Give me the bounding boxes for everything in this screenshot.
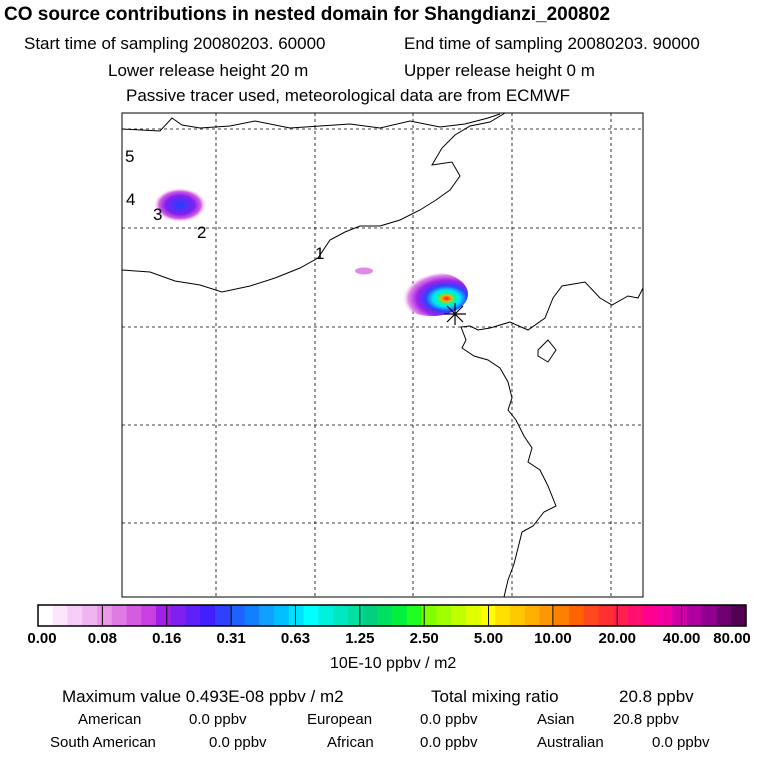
region-asian-value: 20.8 ppbv bbox=[613, 711, 679, 728]
colorbar-cell bbox=[716, 605, 732, 626]
colorbar-tick-label: 40.00 bbox=[662, 630, 701, 647]
colorbar-cell bbox=[569, 605, 585, 626]
colorbar-cell bbox=[539, 605, 555, 626]
colorbar-cell bbox=[465, 605, 481, 626]
colorbar-tick-label: 80.00 bbox=[713, 630, 751, 647]
region-american-value: 0.0 ppbv bbox=[189, 711, 247, 728]
map-frame bbox=[121, 112, 644, 598]
colorbar-frame bbox=[37, 604, 747, 627]
colorbar-tick-label: 0.16 bbox=[152, 630, 182, 647]
colorbar-cell bbox=[451, 605, 467, 626]
chart-title: CO source contributions in nested domain… bbox=[4, 4, 611, 25]
colorbar-cell bbox=[229, 605, 245, 626]
colorbar-tick-label: 5.00 bbox=[473, 630, 504, 647]
map-label-3: 3 bbox=[153, 205, 163, 224]
colorbar-cell bbox=[141, 605, 157, 626]
colorbar-tick-label: 0.00 bbox=[27, 630, 57, 647]
total-mixing-ratio-value: 20.8 ppbv bbox=[619, 687, 694, 706]
colorbar-cell bbox=[731, 605, 747, 626]
region-african-value: 0.0 ppbv bbox=[420, 734, 478, 751]
region-asian-label: Asian bbox=[537, 711, 575, 728]
colorbar-cell bbox=[303, 605, 319, 626]
lower-release-height: Lower release height 20 m bbox=[108, 61, 309, 80]
colorbar-cell bbox=[67, 605, 83, 626]
end-time: End time of sampling 20080203. 90000 bbox=[404, 34, 700, 53]
map-label-1: 1 bbox=[315, 244, 325, 263]
region-european-value: 0.0 ppbv bbox=[420, 711, 478, 728]
map-label-4: 4 bbox=[126, 190, 136, 209]
colorbar-tick-label: 2.50 bbox=[409, 630, 439, 647]
colorbar-cell bbox=[495, 605, 511, 626]
colorbar-cell bbox=[421, 605, 437, 626]
colorbar-tick-label: 0.31 bbox=[216, 630, 246, 647]
colorbar-cell bbox=[111, 605, 127, 626]
grid-lines bbox=[122, 113, 643, 597]
region-african-label: African bbox=[327, 734, 374, 751]
maximum-value: Maximum value 0.493E-08 ppbv / m2 bbox=[62, 687, 344, 706]
colorbar-cell bbox=[642, 605, 658, 626]
total-mixing-ratio-label: Total mixing ratio bbox=[431, 687, 559, 706]
colorbar-tick-label: 10.00 bbox=[534, 630, 572, 647]
region-australian-label: Australian bbox=[537, 734, 604, 751]
colorbar-cell bbox=[613, 605, 629, 626]
colorbar-cell bbox=[97, 605, 113, 626]
colorbar-cell bbox=[347, 605, 363, 626]
colorbar-cell bbox=[392, 605, 408, 626]
colorbar-cell bbox=[583, 605, 599, 626]
colorbar-cell bbox=[318, 605, 334, 626]
colorbar-cell bbox=[185, 605, 201, 626]
colorbar-tick-label: 20.00 bbox=[598, 630, 637, 647]
colorbar-cell bbox=[333, 605, 349, 626]
region-south-american-label: South American bbox=[50, 734, 156, 751]
region-south-american-value: 0.0 ppbv bbox=[209, 734, 267, 751]
colorbar-cell bbox=[259, 605, 275, 626]
colorbar-cell bbox=[510, 605, 526, 626]
colorbar-cell bbox=[126, 605, 142, 626]
colorbar-cell bbox=[215, 605, 231, 626]
map-label-2: 2 bbox=[197, 223, 207, 242]
colorbar-cell bbox=[701, 605, 717, 626]
colorbar-cell bbox=[156, 605, 172, 626]
colorbar-cell bbox=[244, 605, 260, 626]
colorbar-units: 10E-10 ppbv / m2 bbox=[330, 655, 457, 672]
colorbar-cell bbox=[274, 605, 290, 626]
region-australian-value: 0.0 ppbv bbox=[652, 734, 710, 751]
colorbar-cell bbox=[436, 605, 452, 626]
colorbar-cell bbox=[687, 605, 703, 626]
colorbar-cell bbox=[628, 605, 644, 626]
colorbar-cell bbox=[554, 605, 570, 626]
receptor-star-icon bbox=[444, 303, 466, 325]
colorbar-cell bbox=[362, 605, 378, 626]
colorbar-cell bbox=[170, 605, 186, 626]
region-american-label: American bbox=[78, 711, 142, 728]
region-european-label: European bbox=[307, 711, 373, 728]
colorbar-tick-label: 0.63 bbox=[280, 630, 311, 647]
colorbar-cell bbox=[200, 605, 216, 626]
start-time: Start time of sampling 20080203. 60000 bbox=[24, 34, 326, 53]
colorbar-cell bbox=[82, 605, 98, 626]
tracer-note: Passive tracer used, meteorological data… bbox=[126, 86, 571, 105]
colorbar-cell bbox=[672, 605, 688, 626]
colorbar-cell bbox=[38, 605, 54, 626]
colorbar-cell bbox=[52, 605, 68, 626]
upper-release-height: Upper release height 0 m bbox=[404, 61, 595, 80]
colorbar-cell bbox=[598, 605, 614, 626]
colorbar-cell bbox=[406, 605, 422, 626]
colorbar-tick-label: 1.25 bbox=[345, 630, 375, 647]
colorbar-cell bbox=[524, 605, 540, 626]
coastlines-borders bbox=[121, 112, 644, 598]
plume-main bbox=[355, 267, 468, 316]
map-label-5: 5 bbox=[125, 147, 135, 166]
plume-northwest bbox=[154, 188, 206, 222]
colorbar-cell bbox=[288, 605, 304, 626]
colorbar-cell bbox=[657, 605, 673, 626]
colorbar-cell bbox=[377, 605, 393, 626]
colorbar-tick-label: 0.08 bbox=[87, 630, 117, 647]
